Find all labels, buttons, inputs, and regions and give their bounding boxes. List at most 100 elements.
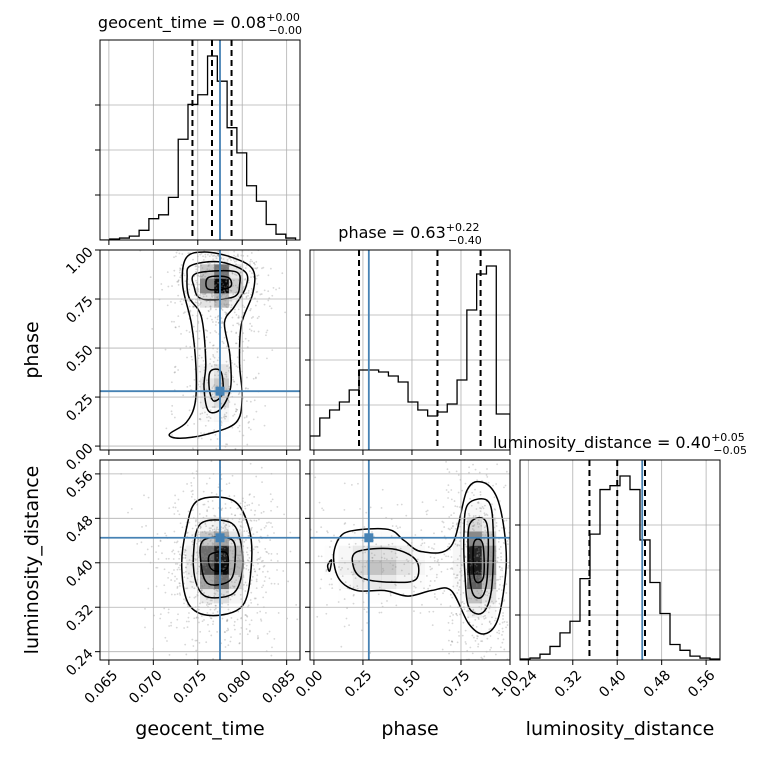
sample-point xyxy=(466,523,468,526)
sample-point xyxy=(200,589,203,592)
sample-point xyxy=(462,592,465,594)
sample-point xyxy=(232,284,234,287)
sample-point xyxy=(493,572,496,575)
sample-point xyxy=(182,456,184,458)
sample-point xyxy=(471,580,474,583)
sample-point xyxy=(497,578,500,581)
contour-level-0 xyxy=(207,550,230,573)
sample-point xyxy=(202,503,205,506)
sample-point xyxy=(231,474,234,477)
sample-point xyxy=(477,635,479,638)
sample-point xyxy=(250,252,253,254)
sample-point xyxy=(213,264,216,266)
sample-point xyxy=(441,648,444,651)
sample-point xyxy=(215,493,218,496)
sample-point xyxy=(222,522,225,525)
sample-point xyxy=(483,655,486,658)
sample-point xyxy=(413,610,415,613)
sample-point xyxy=(233,620,236,623)
sample-point xyxy=(220,509,223,512)
panel-title-main: luminosity_distance = 0.40 xyxy=(493,433,711,453)
density-cell xyxy=(367,588,382,604)
sample-point xyxy=(256,356,259,359)
sample-point xyxy=(206,510,209,513)
sample-point xyxy=(223,289,226,292)
panel-title-sup: +0.22 xyxy=(446,221,480,234)
sample-point xyxy=(464,556,467,559)
sample-point xyxy=(212,285,215,288)
sample-point xyxy=(210,292,213,295)
sample-point xyxy=(238,529,241,531)
sample-point xyxy=(231,595,233,597)
sample-point xyxy=(344,581,347,584)
sample-point xyxy=(200,264,203,267)
sample-point xyxy=(173,569,175,571)
sample-point xyxy=(173,416,176,419)
sample-point xyxy=(451,596,454,599)
sample-point xyxy=(216,548,219,551)
sample-point xyxy=(234,403,236,406)
sample-point xyxy=(382,569,385,572)
sample-point xyxy=(144,626,146,629)
sample-point xyxy=(244,505,246,508)
sample-point xyxy=(201,545,204,548)
sample-point xyxy=(230,636,232,639)
sample-point xyxy=(472,525,475,527)
sample-point xyxy=(356,585,359,587)
x-axis-label-luminosity_distance: luminosity_distance xyxy=(526,718,715,740)
sample-point xyxy=(465,642,467,645)
sample-point xyxy=(155,566,158,569)
sample-point xyxy=(194,524,197,527)
sample-point xyxy=(413,585,416,588)
sample-point xyxy=(282,570,285,572)
sample-point xyxy=(487,481,490,484)
sample-point xyxy=(212,353,215,356)
sample-point xyxy=(226,265,229,268)
sample-point xyxy=(215,544,218,547)
contour-level-1 xyxy=(199,536,237,586)
sample-point xyxy=(174,326,177,329)
sample-point xyxy=(515,603,517,605)
sample-point xyxy=(363,608,366,611)
sample-point xyxy=(413,576,416,578)
sample-point xyxy=(205,558,208,561)
sample-point xyxy=(212,406,215,408)
sample-point xyxy=(232,586,235,588)
sample-point xyxy=(209,305,212,308)
sample-point xyxy=(203,571,205,574)
sample-point xyxy=(481,589,483,592)
sample-point xyxy=(228,385,231,388)
sample-point xyxy=(503,648,506,651)
x-tick-label: 0.25 xyxy=(342,667,375,700)
sample-point xyxy=(225,443,227,446)
sample-point xyxy=(451,622,454,625)
sample-point xyxy=(181,466,183,468)
sample-point xyxy=(465,440,467,442)
density-cell xyxy=(200,545,215,561)
sample-point xyxy=(181,245,183,247)
sample-point xyxy=(470,597,473,600)
sample-point xyxy=(198,565,201,568)
sample-point xyxy=(252,533,255,536)
sample-point xyxy=(478,541,481,544)
sample-point xyxy=(477,592,480,595)
density-cell xyxy=(242,560,258,575)
sample-point xyxy=(223,574,225,577)
sample-point xyxy=(492,602,495,605)
sample-point xyxy=(188,305,191,308)
sample-point xyxy=(234,539,236,542)
sample-point xyxy=(216,248,218,250)
sample-point xyxy=(451,641,454,643)
sample-point xyxy=(209,555,212,558)
sample-point xyxy=(425,575,428,577)
sample-point xyxy=(216,281,219,284)
sample-point xyxy=(194,520,197,523)
sample-point xyxy=(493,518,496,521)
sample-point xyxy=(501,526,504,529)
sample-point xyxy=(244,267,247,269)
y-tick-label: 0.32 xyxy=(63,602,96,635)
sample-point xyxy=(214,324,217,326)
sample-point xyxy=(247,421,250,424)
sample-point xyxy=(213,254,216,257)
sample-point xyxy=(202,359,205,362)
